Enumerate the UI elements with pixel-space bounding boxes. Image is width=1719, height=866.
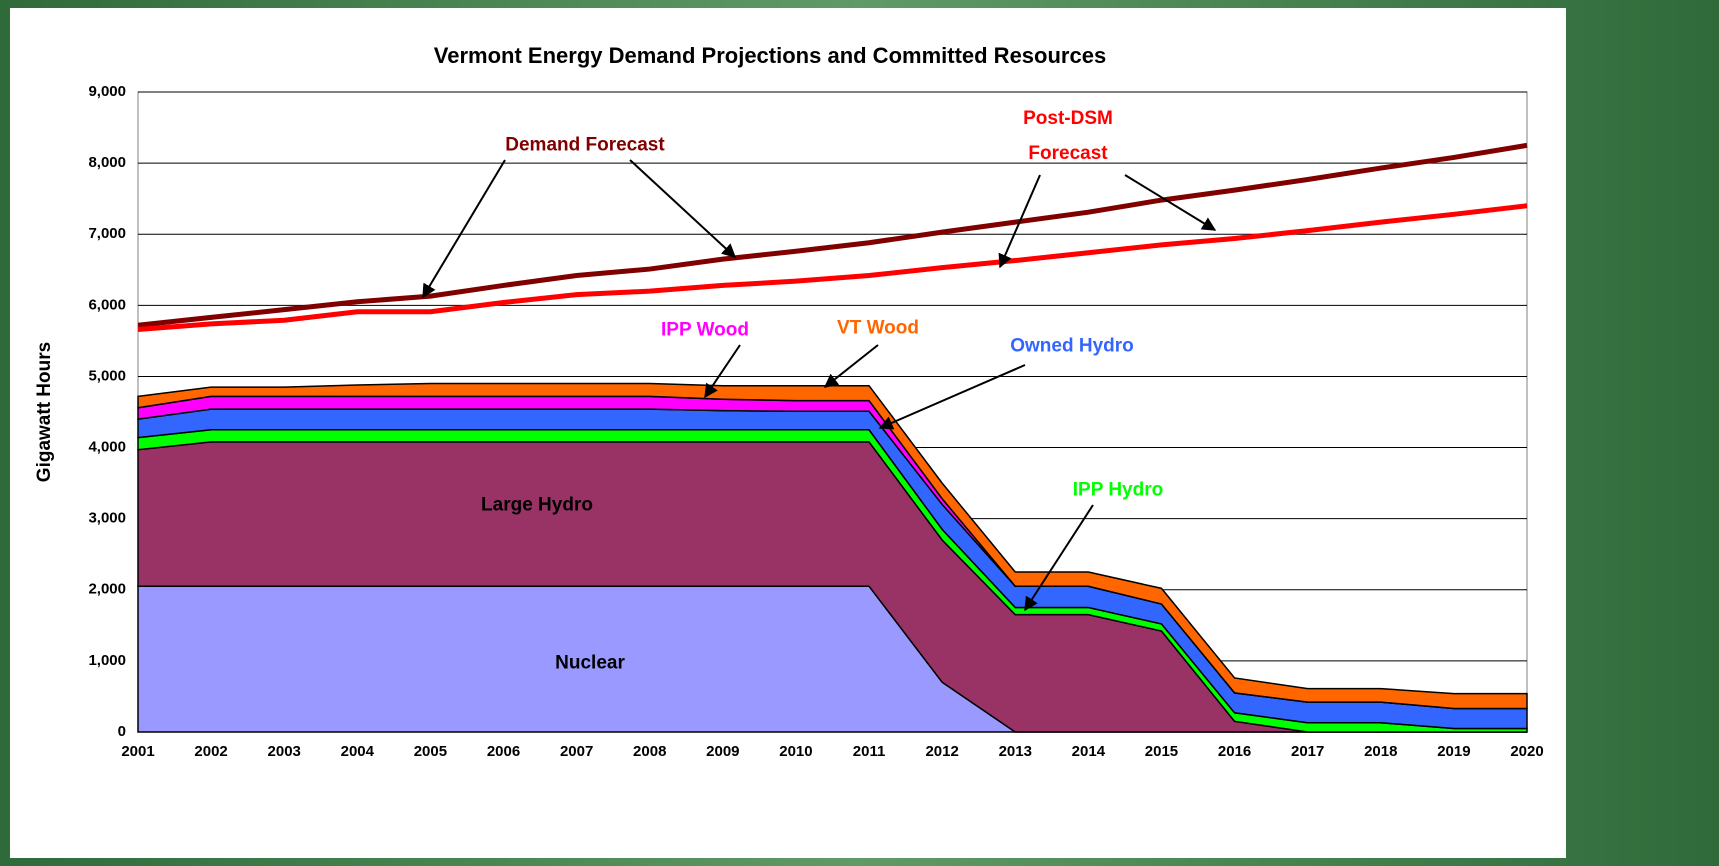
series-label: IPP Wood xyxy=(661,319,749,341)
y-tick-label: 0 xyxy=(118,723,126,740)
y-tick-label: 9,000 xyxy=(88,83,126,100)
line xyxy=(137,203,1528,333)
series-label: Post-DSM Forecast xyxy=(1023,108,1113,164)
series-label: Nuclear xyxy=(555,652,625,674)
y-tick-label: 2,000 xyxy=(88,581,126,598)
x-tick-label: 2005 xyxy=(414,743,447,760)
x-tick-label: 2010 xyxy=(779,743,812,760)
x-tick-label: 2019 xyxy=(1437,743,1470,760)
annotation-arrow xyxy=(878,364,1026,430)
annotation-arrow xyxy=(629,159,737,258)
y-tick-label: 4,000 xyxy=(88,439,126,456)
annotation-arrow xyxy=(704,344,741,399)
chart-title: Vermont Energy Demand Projections and Co… xyxy=(434,43,1106,68)
x-tick-label: 2003 xyxy=(268,743,301,760)
x-tick-label: 2009 xyxy=(706,743,739,760)
x-tick-label: 2006 xyxy=(487,743,520,760)
annotation-arrow xyxy=(1024,504,1094,612)
area xyxy=(137,382,1528,710)
y-tick-label: 7,000 xyxy=(88,225,126,242)
series-label: Demand Forecast xyxy=(505,134,665,156)
x-tick-label: 2008 xyxy=(633,743,666,760)
series-label: VT Wood xyxy=(837,317,919,339)
x-tick-label: 2020 xyxy=(1510,743,1543,760)
x-tick-label: 2018 xyxy=(1364,743,1397,760)
x-tick-label: 2017 xyxy=(1291,743,1324,760)
y-tick-label: 5,000 xyxy=(88,367,126,384)
x-tick-label: 2013 xyxy=(999,743,1032,760)
x-tick-label: 2004 xyxy=(341,743,375,760)
x-tick-label: 2002 xyxy=(194,743,227,760)
x-tick-label: 2011 xyxy=(853,743,886,760)
y-tick-label: 6,000 xyxy=(88,296,126,313)
series-label: Large Hydro xyxy=(481,494,593,516)
line xyxy=(137,142,1528,328)
y-tick-label: 3,000 xyxy=(88,510,126,527)
y-tick-label: 1,000 xyxy=(88,652,126,669)
y-axis-label: Gigawatt Hours xyxy=(34,342,55,482)
x-tick-label: 2012 xyxy=(925,743,958,760)
x-tick-label: 2014 xyxy=(1072,743,1106,760)
x-tick-label: 2001 xyxy=(121,743,154,760)
annotation-arrow xyxy=(1124,174,1217,231)
x-tick-label: 2016 xyxy=(1218,743,1251,760)
x-tick-label: 2015 xyxy=(1145,743,1178,760)
y-tick-label: 8,000 xyxy=(88,154,126,171)
annotation-arrow xyxy=(998,174,1041,269)
series-label: Owned Hydro xyxy=(1010,335,1134,357)
series-label: IPP Hydro xyxy=(1072,479,1164,501)
x-tick-label: 2007 xyxy=(560,743,593,760)
annotation-arrow xyxy=(823,344,879,388)
annotation-arrow xyxy=(422,159,506,299)
